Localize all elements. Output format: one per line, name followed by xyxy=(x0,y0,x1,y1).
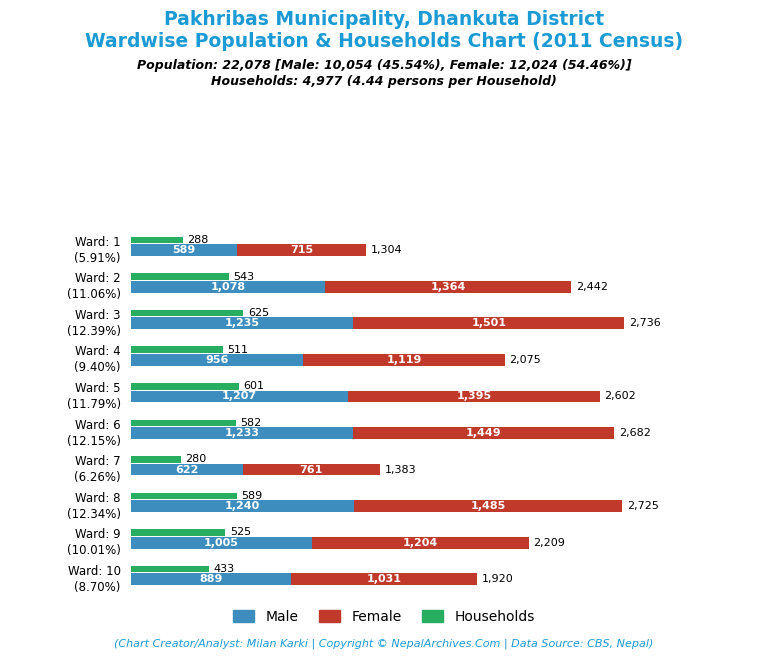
Text: 589: 589 xyxy=(241,491,263,501)
Text: 1,395: 1,395 xyxy=(457,392,492,402)
Text: 889: 889 xyxy=(199,574,223,584)
Text: 280: 280 xyxy=(186,454,207,464)
Text: 511: 511 xyxy=(227,345,248,355)
Bar xyxy=(131,565,209,572)
Text: 1,383: 1,383 xyxy=(385,465,416,475)
Text: 2,682: 2,682 xyxy=(619,428,650,438)
Bar xyxy=(291,573,477,585)
Text: Households: 4,977 (4.44 persons per Household): Households: 4,977 (4.44 persons per Hous… xyxy=(211,75,557,88)
Text: 525: 525 xyxy=(230,527,251,537)
Text: Pakhribas Municipality, Dhankuta District: Pakhribas Municipality, Dhankuta Distric… xyxy=(164,10,604,29)
Text: 715: 715 xyxy=(290,245,313,255)
Text: 956: 956 xyxy=(205,355,229,365)
Text: 1,207: 1,207 xyxy=(222,392,257,402)
Text: 1,119: 1,119 xyxy=(386,355,422,365)
Bar xyxy=(131,310,243,316)
Bar xyxy=(131,346,223,353)
Text: Population: 22,078 [Male: 10,054 (45.54%), Female: 12,024 (54.46%)]: Population: 22,078 [Male: 10,054 (45.54%… xyxy=(137,59,631,72)
Text: 2,209: 2,209 xyxy=(534,537,565,547)
Text: 2,602: 2,602 xyxy=(604,392,636,402)
Text: 2,442: 2,442 xyxy=(576,282,607,292)
Bar xyxy=(131,464,243,476)
Legend: Male, Female, Households: Male, Female, Households xyxy=(228,604,540,629)
Bar xyxy=(131,244,237,256)
Bar xyxy=(131,529,225,535)
Bar xyxy=(354,500,622,512)
Bar xyxy=(131,383,239,390)
Text: 622: 622 xyxy=(175,465,198,475)
Text: 1,235: 1,235 xyxy=(224,318,260,328)
Text: 582: 582 xyxy=(240,418,261,428)
Bar xyxy=(131,427,353,439)
Bar xyxy=(131,537,312,549)
Bar xyxy=(131,354,303,366)
Bar xyxy=(131,573,291,585)
Text: 1,485: 1,485 xyxy=(471,501,506,511)
Bar xyxy=(131,456,181,463)
Text: 2,725: 2,725 xyxy=(627,501,659,511)
Bar xyxy=(303,354,505,366)
Bar xyxy=(237,244,366,256)
Text: 2,075: 2,075 xyxy=(509,355,541,365)
Bar xyxy=(131,318,353,329)
Text: 1,304: 1,304 xyxy=(370,245,402,255)
Bar xyxy=(131,281,325,292)
Text: 1,005: 1,005 xyxy=(204,537,239,547)
Bar xyxy=(131,236,183,243)
Bar xyxy=(131,273,229,280)
Text: 1,364: 1,364 xyxy=(430,282,465,292)
Text: 1,031: 1,031 xyxy=(366,574,402,584)
Text: 761: 761 xyxy=(300,465,323,475)
Bar xyxy=(353,318,624,329)
Text: 1,920: 1,920 xyxy=(482,574,513,584)
Text: 433: 433 xyxy=(214,564,234,574)
Text: 601: 601 xyxy=(243,381,264,391)
Text: 625: 625 xyxy=(248,308,269,318)
Text: (Chart Creator/Analyst: Milan Karki | Copyright © NepalArchives.Com | Data Sourc: (Chart Creator/Analyst: Milan Karki | Co… xyxy=(114,638,654,649)
Bar xyxy=(243,464,380,476)
Text: 543: 543 xyxy=(233,272,254,282)
Text: 1,233: 1,233 xyxy=(224,428,260,438)
Bar xyxy=(312,537,529,549)
Bar xyxy=(131,391,349,402)
Bar xyxy=(349,391,600,402)
Bar xyxy=(353,427,614,439)
Bar xyxy=(131,420,236,426)
Bar xyxy=(325,281,571,292)
Text: 1,240: 1,240 xyxy=(225,501,260,511)
Text: 2,736: 2,736 xyxy=(629,318,660,328)
Text: 288: 288 xyxy=(187,235,208,245)
Text: 1,449: 1,449 xyxy=(466,428,502,438)
Text: 1,078: 1,078 xyxy=(210,282,245,292)
Bar xyxy=(131,493,237,500)
Text: Wardwise Population & Households Chart (2011 Census): Wardwise Population & Households Chart (… xyxy=(85,32,683,51)
Text: 589: 589 xyxy=(172,245,195,255)
Text: 1,501: 1,501 xyxy=(472,318,506,328)
Bar xyxy=(131,500,354,512)
Text: 1,204: 1,204 xyxy=(403,537,438,547)
